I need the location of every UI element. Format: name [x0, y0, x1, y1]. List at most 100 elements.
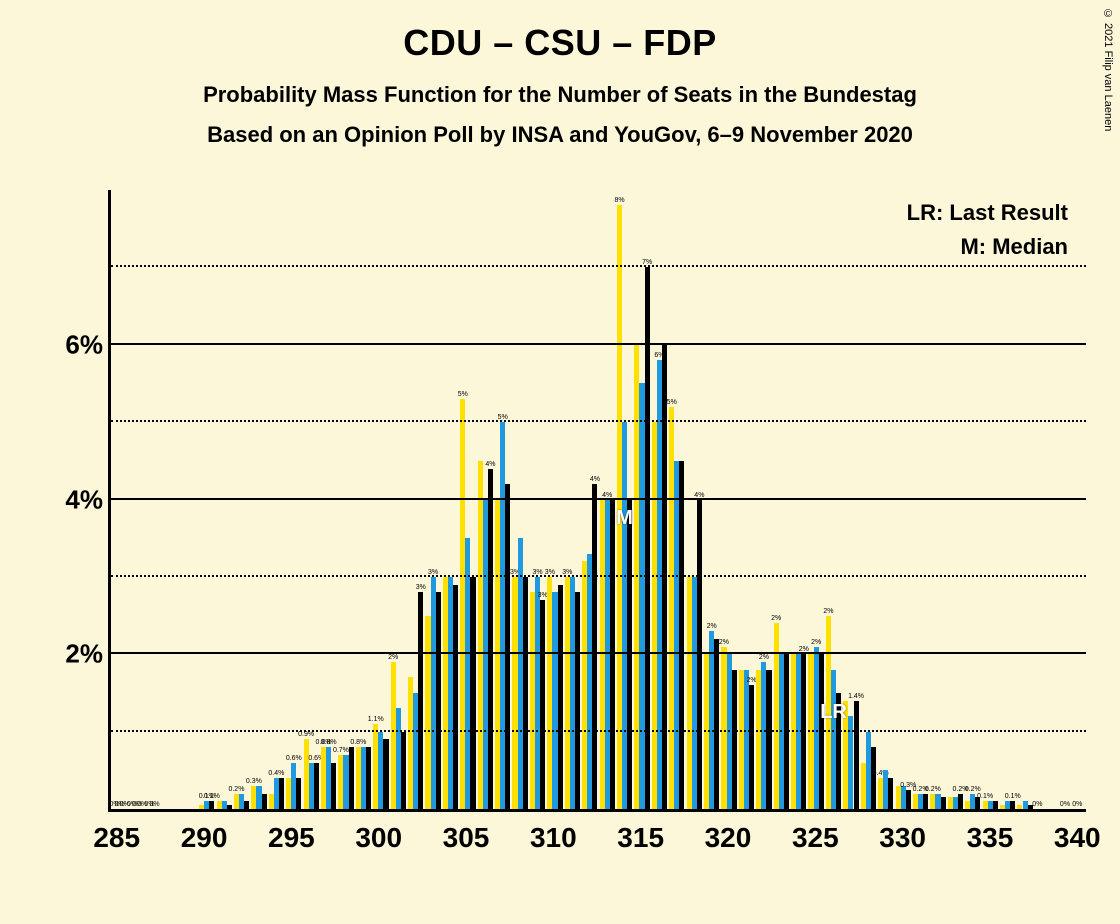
bar: 4% [697, 500, 702, 810]
gridline-major [111, 343, 1086, 345]
chart-subtitle-2: Based on an Opinion Poll by INSA and You… [0, 122, 1120, 148]
bar-value-label: 2% [719, 639, 729, 647]
gridline-minor [111, 420, 1086, 422]
x-axis-label: 340 [1054, 822, 1101, 854]
bar: 3% [418, 592, 423, 809]
chart-area: LR: Last Result M: Median 0%0%0%0%0%0%0%… [50, 190, 1096, 854]
plot-area: LR: Last Result M: Median 0%0%0%0%0%0%0%… [108, 190, 1086, 812]
bar [923, 794, 928, 809]
x-axis-label: 285 [93, 822, 140, 854]
gridline-minor [111, 730, 1086, 732]
bar-value-label: 5% [458, 391, 468, 399]
bar-value-label: 0.9% [298, 731, 314, 739]
chart-subtitle-1: Probability Mass Function for the Number… [0, 82, 1120, 108]
bar [331, 763, 336, 809]
bar [662, 345, 667, 809]
gridline-minor [111, 575, 1086, 577]
bar-value-label: 0.1% [204, 793, 220, 801]
bar [366, 747, 371, 809]
bar-value-label: 0.8% [350, 739, 366, 747]
x-axis-label: 300 [355, 822, 402, 854]
bar: 3% [540, 600, 545, 809]
bar [558, 585, 563, 809]
bar-value-label: 2% [707, 623, 717, 631]
bar-value-label: 4% [485, 461, 495, 469]
bar [732, 670, 737, 809]
bar-value-label: 8% [614, 197, 624, 205]
bar-value-label: 0% [1032, 801, 1042, 809]
x-axis-label: 290 [181, 822, 228, 854]
bar-value-label: 1.4% [848, 693, 864, 701]
bar-value-label: 3% [538, 592, 548, 600]
bar-value-label: 3% [416, 584, 426, 592]
y-axis-label: 4% [53, 484, 103, 515]
x-axis-label: 315 [617, 822, 664, 854]
bar [227, 805, 232, 809]
chart-title: CDU – CSU – FDP [0, 22, 1120, 64]
bar-value-label: 0.7% [333, 747, 349, 755]
bar-value-label: 0% [149, 801, 159, 809]
bar: 7% [645, 267, 650, 809]
bar-value-label: 0% [1072, 801, 1082, 809]
bar-value-label: 2% [771, 615, 781, 623]
bar-value-label: 2% [747, 677, 757, 685]
bar [505, 484, 510, 809]
bar: 0.6% [314, 763, 319, 809]
x-axis-labels: 285290295300305310315320325330335340 [108, 812, 1086, 854]
bar [401, 732, 406, 809]
bar [819, 654, 824, 809]
bar [244, 801, 249, 809]
bar-value-label: 0.2% [925, 786, 941, 794]
bar [575, 592, 580, 809]
bar [470, 577, 475, 809]
bar [383, 739, 388, 809]
bar [279, 778, 284, 809]
bar-value-label: 2% [823, 608, 833, 616]
bar-value-label: 0.4% [268, 770, 284, 778]
gridline-minor [111, 265, 1086, 267]
x-axis-label: 335 [967, 822, 1014, 854]
bar-value-label: 0.2% [228, 786, 244, 794]
bar-value-label: 0.6% [286, 755, 302, 763]
bar [610, 500, 615, 810]
bar-value-label: 4% [590, 476, 600, 484]
bar: 0.3% [906, 790, 911, 809]
y-axis-label: 2% [53, 639, 103, 670]
bar: 1.4% [854, 701, 859, 809]
bar [941, 797, 946, 809]
bar-value-label: 2% [388, 654, 398, 662]
bar [523, 577, 528, 809]
chart-titles: CDU – CSU – FDP Probability Mass Functio… [0, 0, 1120, 148]
bar-value-label: 0.3% [246, 778, 262, 786]
x-axis-label: 310 [530, 822, 577, 854]
bar-value-label: 5% [667, 399, 677, 407]
x-axis-label: 305 [443, 822, 490, 854]
bar [714, 639, 719, 809]
bar-value-label: 1.1% [368, 716, 384, 724]
bar-value-label: 0.1% [1005, 793, 1021, 801]
bar [262, 794, 267, 809]
bar [349, 747, 354, 809]
bars-container: 0%0%0%0%0%0%0%0%0.1%0.1%0.2%0.3%0.4%0.6%… [111, 190, 1086, 809]
x-axis-label: 320 [705, 822, 752, 854]
bar: 4% [592, 484, 597, 809]
bar [453, 585, 458, 809]
gridline-major [111, 652, 1086, 654]
bar: 0.2% [958, 794, 963, 809]
bar: 0.1% [1010, 801, 1015, 809]
bar [296, 778, 301, 809]
bar: 2% [801, 654, 806, 809]
median-marker: M [616, 507, 633, 530]
bar [888, 778, 893, 809]
bar [679, 461, 684, 809]
bar-value-label: 0% [1060, 801, 1070, 809]
last-result-marker: LR [820, 701, 847, 724]
copyright-text: © 2021 Filip van Laenen [1102, 8, 1114, 131]
bar: 2% [749, 685, 754, 809]
x-axis-label: 330 [879, 822, 926, 854]
bar [784, 654, 789, 809]
bar: 4% [488, 469, 493, 809]
bar-value-label: 2% [759, 654, 769, 662]
bar [436, 592, 441, 809]
bar [993, 801, 998, 809]
